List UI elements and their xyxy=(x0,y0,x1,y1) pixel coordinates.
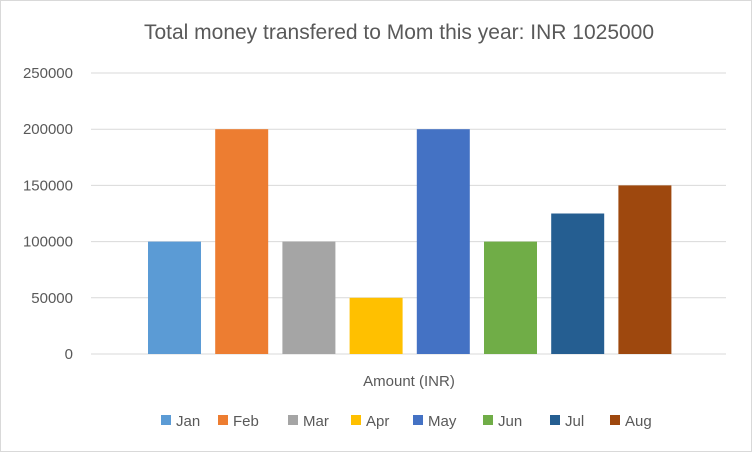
bar-feb xyxy=(215,129,269,354)
y-axis-ticks: 0 50000 100000 150000 200000 250000 xyxy=(23,65,73,363)
legend-label-may: May xyxy=(428,413,457,430)
legend-swatch-apr xyxy=(351,415,361,425)
bar-may xyxy=(416,129,470,354)
y-tick-label: 200000 xyxy=(23,121,73,138)
legend-label-aug: Aug xyxy=(625,413,652,430)
y-tick-label: 50000 xyxy=(31,290,73,307)
bar-mar xyxy=(282,241,336,354)
legend: Jan Feb Mar Apr May Jun Jul Aug xyxy=(161,413,652,430)
legend-label-feb: Feb xyxy=(233,413,259,430)
bar-jun xyxy=(484,241,537,354)
y-tick-label: 250000 xyxy=(23,65,73,82)
legend-label-mar: Mar xyxy=(303,413,329,430)
bar-apr xyxy=(349,297,403,354)
legend-label-apr: Apr xyxy=(366,413,389,430)
legend-swatch-may xyxy=(413,415,423,425)
legend-label-jul: Jul xyxy=(565,413,584,430)
legend-swatch-mar xyxy=(288,415,298,425)
bar-aug xyxy=(618,185,672,354)
y-tick-label: 100000 xyxy=(23,234,73,251)
y-tick-label: 150000 xyxy=(23,177,73,194)
legend-swatch-jun xyxy=(483,415,493,425)
legend-label-jan: Jan xyxy=(176,413,200,430)
x-axis-label: Amount (INR) xyxy=(363,373,455,390)
y-tick-label: 0 xyxy=(65,346,73,363)
legend-swatch-jul xyxy=(550,415,560,425)
chart-title: Total money transfered to Mom this year:… xyxy=(144,21,654,44)
bars xyxy=(148,129,672,354)
legend-swatch-feb xyxy=(218,415,228,425)
legend-label-jun: Jun xyxy=(498,413,522,430)
legend-swatch-jan xyxy=(161,415,171,425)
bar-jul xyxy=(551,213,605,354)
legend-swatch-aug xyxy=(610,415,620,425)
bar-jan xyxy=(148,241,201,354)
